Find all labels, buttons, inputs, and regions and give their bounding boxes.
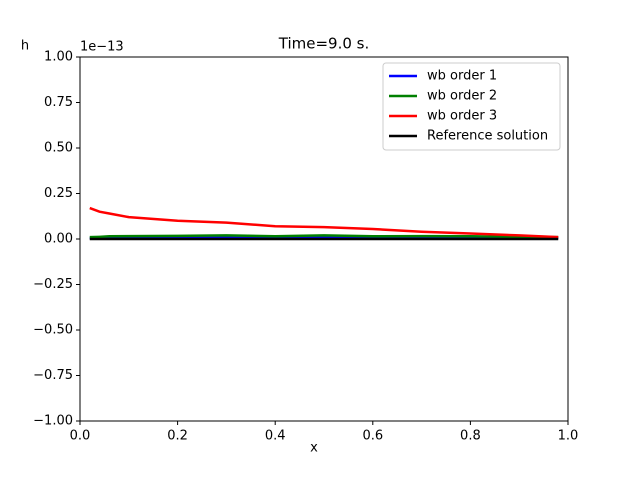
y-tick-label: 0.50 bbox=[44, 141, 73, 156]
y-axis-label: h bbox=[21, 39, 29, 54]
y-tick-label: −1.00 bbox=[33, 414, 73, 429]
offset-text: 1e−13 bbox=[80, 40, 124, 55]
x-tick-label: 0.6 bbox=[362, 429, 383, 444]
y-tick-label: −0.25 bbox=[33, 277, 73, 292]
legend-label: wb order 2 bbox=[427, 89, 497, 104]
series-line bbox=[90, 208, 558, 237]
x-tick-label: 0.4 bbox=[265, 429, 286, 444]
legend-label: Reference solution bbox=[427, 129, 548, 144]
y-tick-label: 0.00 bbox=[44, 232, 73, 247]
x-tick-label: 0.0 bbox=[70, 429, 91, 444]
legend-label: wb order 1 bbox=[427, 69, 497, 84]
y-tick-label: −0.50 bbox=[33, 323, 73, 338]
y-tick-label: 0.25 bbox=[44, 186, 73, 201]
x-axis-label: x bbox=[310, 441, 318, 456]
x-tick-label: 1.0 bbox=[558, 429, 579, 444]
x-tick-label: 0.2 bbox=[167, 429, 188, 444]
chart-title: Time=9.0 s. bbox=[278, 35, 369, 53]
y-tick-label: 0.75 bbox=[44, 95, 73, 110]
y-tick-label: −0.75 bbox=[33, 368, 73, 383]
y-tick-label: 1.00 bbox=[44, 50, 73, 65]
x-tick-label: 0.8 bbox=[460, 429, 481, 444]
legend-label: wb order 3 bbox=[427, 109, 497, 124]
